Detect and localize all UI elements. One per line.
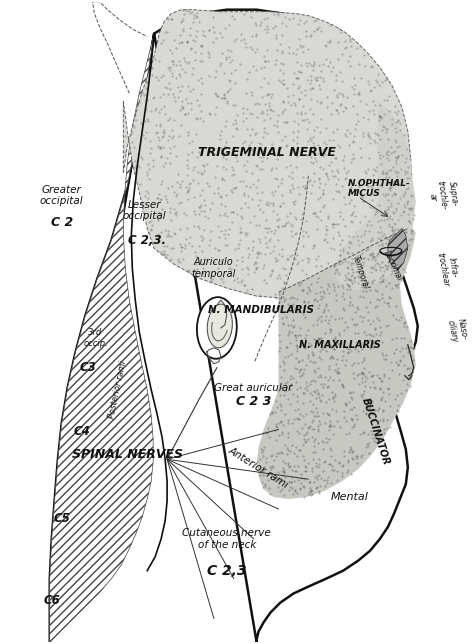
Text: N. MAXILLARIS: N. MAXILLARIS bbox=[299, 340, 381, 350]
Text: C5: C5 bbox=[53, 513, 70, 526]
Text: Temporal: Temporal bbox=[350, 254, 370, 290]
Text: Infra-
trochlear: Infra- trochlear bbox=[436, 250, 461, 287]
Ellipse shape bbox=[197, 297, 237, 359]
Polygon shape bbox=[256, 229, 416, 499]
Text: Great auricular: Great auricular bbox=[214, 383, 293, 393]
Polygon shape bbox=[388, 229, 408, 270]
Polygon shape bbox=[336, 101, 416, 290]
Text: Cutaneous nerve
of the neck: Cutaneous nerve of the neck bbox=[182, 528, 271, 549]
Text: C6: C6 bbox=[43, 594, 60, 607]
Text: SPINAL NERVES: SPINAL NERVES bbox=[72, 448, 183, 461]
Text: C 2 3: C 2 3 bbox=[236, 395, 271, 408]
Text: C 2,3.: C 2,3. bbox=[128, 234, 166, 247]
Text: C3: C3 bbox=[79, 361, 96, 374]
Text: C4: C4 bbox=[73, 425, 90, 438]
Text: Greater
occipital: Greater occipital bbox=[40, 185, 83, 207]
Text: Naso-
ciliary: Naso- ciliary bbox=[446, 317, 469, 343]
Text: Supra-
trochle-
ar: Supra- trochle- ar bbox=[426, 179, 459, 213]
Text: Auriculo
temporal: Auriculo temporal bbox=[191, 258, 236, 279]
Text: TRIGEMINAL NERVE: TRIGEMINAL NERVE bbox=[198, 146, 336, 160]
Text: N. MANDIBULARIS: N. MANDIBULARIS bbox=[208, 305, 314, 315]
Text: Lacrimal: Lacrimal bbox=[382, 249, 404, 282]
Polygon shape bbox=[50, 10, 418, 642]
Ellipse shape bbox=[207, 304, 232, 348]
Text: Anterior rami: Anterior rami bbox=[227, 445, 291, 489]
Text: Lesser
occipital: Lesser occipital bbox=[122, 200, 166, 222]
Polygon shape bbox=[123, 10, 411, 298]
Text: BUCCINATOR: BUCCINATOR bbox=[360, 397, 392, 466]
Text: Posterior rami: Posterior rami bbox=[107, 360, 128, 419]
Text: 3rd
occip.: 3rd occip. bbox=[83, 328, 108, 348]
Text: C 2: C 2 bbox=[51, 216, 73, 229]
Polygon shape bbox=[50, 33, 154, 642]
Text: C 2,3: C 2,3 bbox=[207, 564, 246, 578]
Text: N.OPHTHAL-
MICUS: N.OPHTHAL- MICUS bbox=[348, 179, 411, 198]
Text: Mental: Mental bbox=[331, 492, 369, 502]
